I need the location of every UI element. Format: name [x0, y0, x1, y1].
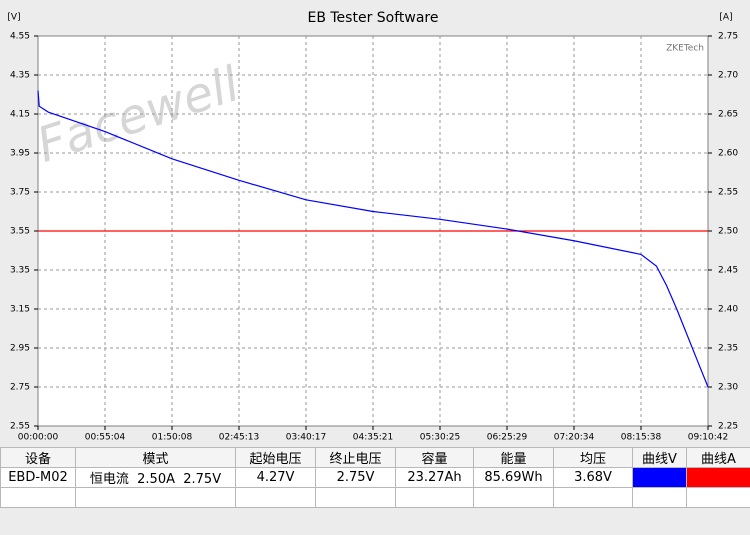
brand: ZKETech — [666, 44, 704, 54]
y2-tick-label: 2.50 — [718, 227, 738, 237]
y2-tick-label: 2.30 — [718, 383, 738, 393]
y-tick-label: 3.75 — [10, 188, 30, 198]
table-cell: 能量 — [473, 447, 554, 468]
y2-tick-label: 2.70 — [718, 71, 738, 81]
x-tick-label: 03:40:17 — [286, 433, 326, 443]
x-tick-label: 02:45:13 — [219, 433, 259, 443]
y2-tick-label: 2.55 — [718, 188, 738, 198]
y-tick-label: 3.95 — [10, 149, 30, 159]
y-tick-label: 4.55 — [10, 32, 30, 42]
y2-unit: [A] — [719, 13, 732, 23]
table-cell: 4.27V — [235, 467, 316, 488]
table-cell: 曲线A — [686, 447, 750, 468]
y2-tick-label: 2.45 — [718, 266, 738, 276]
y2-tick-label: 2.75 — [718, 32, 738, 42]
y-tick-label: 4.35 — [10, 71, 30, 81]
table-cell: 模式 — [75, 447, 236, 468]
summary-table: 设备 模式 起始电压 终止电压 容量 能量 均压 曲线V 曲线A EBD-M02 恒电流 2.50… — [0, 447, 750, 508]
table-cell: 曲线V — [632, 447, 687, 468]
y2-tick-label: 2.60 — [718, 149, 738, 159]
y-tick-label: 4.15 — [10, 110, 30, 120]
y2-tick-label: 2.40 — [718, 305, 738, 315]
table-cell: 起始电压 — [235, 447, 316, 468]
y-unit: [V] — [7, 13, 20, 23]
y-tick-label: 3.15 — [10, 305, 30, 315]
y-tick-label: 2.95 — [10, 344, 30, 354]
y-tick-label: 3.35 — [10, 266, 30, 276]
table-cell: 终止电压 — [315, 447, 396, 468]
x-tick-label: 00:00:00 — [18, 433, 59, 443]
chart-title: EB Tester Software — [307, 10, 438, 26]
curve-color — [686, 467, 750, 488]
y2-tick-label: 2.25 — [718, 422, 738, 432]
table-cell: 均压 — [553, 447, 633, 468]
x-tick-label: 04:35:21 — [353, 433, 393, 443]
y-tick-label: 3.55 — [10, 227, 30, 237]
empty-row — [0, 487, 750, 508]
x-tick-label: 07:20:34 — [554, 433, 595, 443]
table-cell: 恒电流 2.50A 2.75V — [75, 467, 236, 488]
series-line — [37, 90, 709, 388]
y-tick-label: 2.75 — [10, 383, 30, 393]
x-tick-label: 05:30:25 — [420, 433, 460, 443]
data-row: EBD-M02 恒电流 2.50A 2.75V 4.27V 2.75V 23.27Ah 8… — [0, 467, 750, 488]
table-cell: 容量 — [395, 447, 474, 468]
table-cell: 85.69Wh — [473, 467, 554, 488]
y2-tick-label: 2.65 — [718, 110, 738, 120]
table-cell: EBD-M02 — [0, 467, 76, 488]
curve-color — [632, 467, 687, 488]
table-cell: 23.27Ah — [395, 467, 474, 488]
header-row: 设备 模式 起始电压 终止电压 容量 能量 均压 曲线V 曲线A — [0, 447, 750, 468]
y-tick-label: 2.55 — [10, 422, 30, 432]
y2-tick-label: 2.35 — [718, 344, 738, 354]
chart: EB Tester Software [V] [A] Facewell ZKET… — [7, 10, 738, 443]
x-tick-label: 00:55:04 — [85, 433, 126, 443]
x-tick-label: 06:25:29 — [487, 433, 528, 443]
x-tick-label: 01:50:08 — [152, 433, 193, 443]
table-cell: 设备 — [0, 447, 76, 468]
x-tick-label: 08:15:38 — [621, 433, 662, 443]
x-tick-label: 09:10:42 — [688, 433, 728, 443]
table-cell: 3.68V — [553, 467, 633, 488]
table-cell: 2.75V — [315, 467, 396, 488]
